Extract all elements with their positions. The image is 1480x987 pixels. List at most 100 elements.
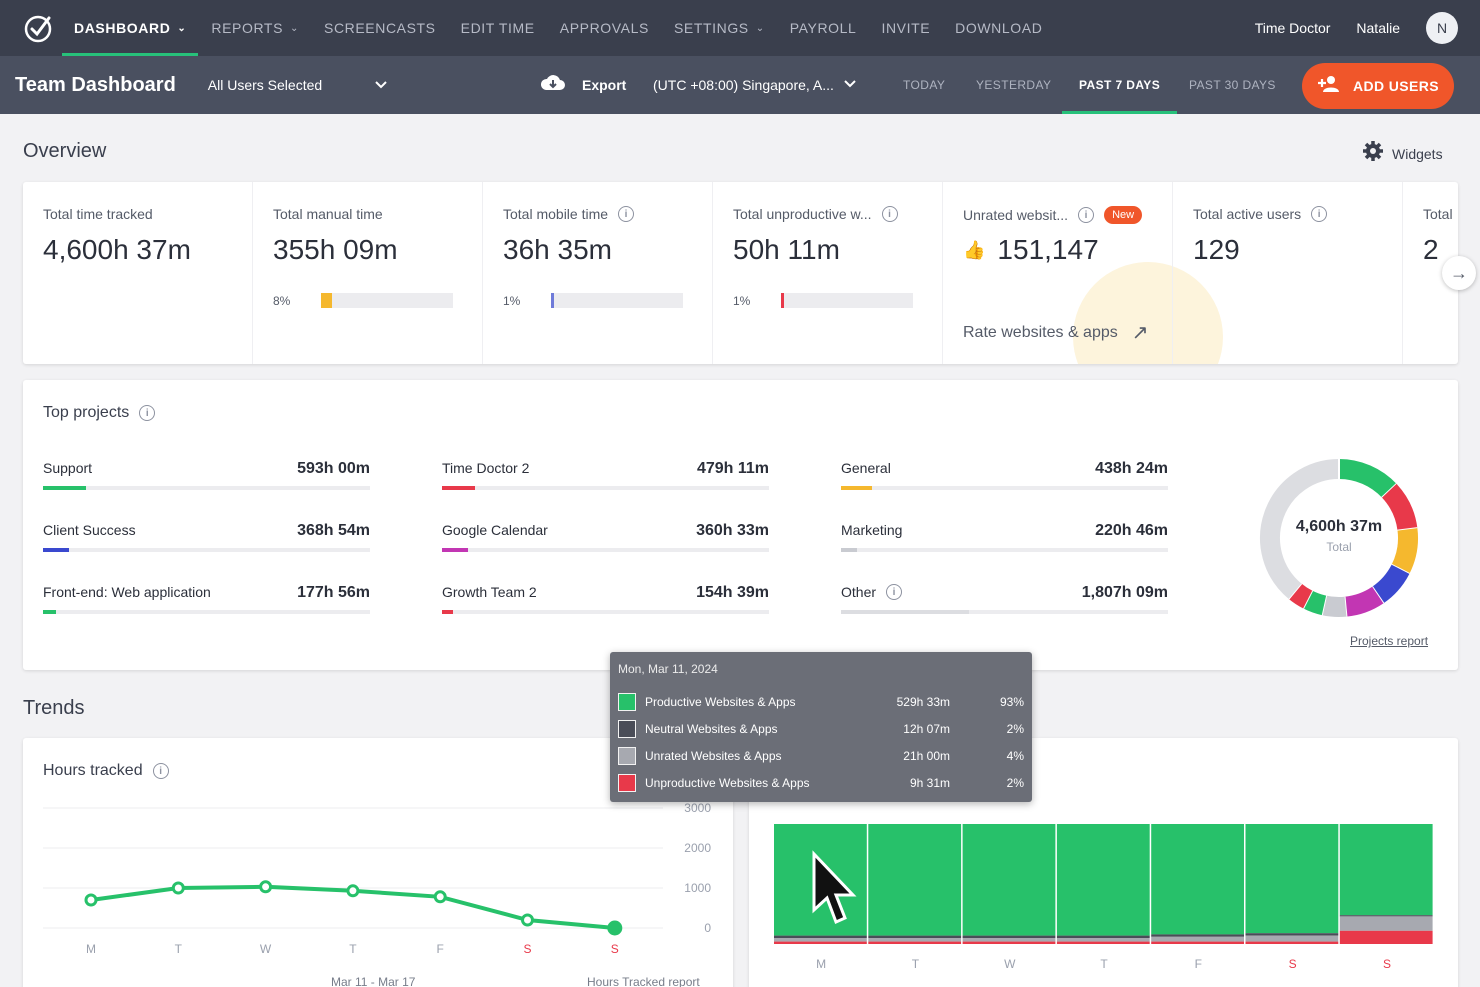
stacked-bar-segment[interactable] bbox=[1339, 915, 1433, 917]
info-icon[interactable]: i bbox=[152, 763, 169, 779]
project-item[interactable]: Front-end: Web application 177h 56m bbox=[43, 584, 370, 624]
nav-settings[interactable]: SETTINGS ⌄ bbox=[674, 0, 765, 56]
donut-slice[interactable] bbox=[1321, 595, 1347, 617]
info-icon[interactable]: i bbox=[618, 206, 635, 222]
line-point[interactable] bbox=[84, 893, 98, 907]
arrow-right-icon[interactable]: → bbox=[1442, 256, 1476, 290]
stacked-bar-segment[interactable] bbox=[1245, 824, 1339, 934]
line-point[interactable] bbox=[171, 881, 185, 895]
project-item[interactable]: Growth Team 2 154h 39m bbox=[442, 584, 769, 624]
donut-slice[interactable] bbox=[1303, 590, 1327, 616]
project-item[interactable]: Google Calendar 360h 33m bbox=[442, 522, 769, 562]
range-past-30-days[interactable]: PAST 30 DAYS bbox=[1189, 78, 1276, 92]
nav-screencasts[interactable]: SCREENCASTS bbox=[324, 0, 436, 56]
avatar[interactable]: N bbox=[1426, 12, 1458, 44]
export-button[interactable]: Export bbox=[540, 56, 626, 114]
info-icon[interactable]: i bbox=[139, 405, 156, 421]
donut-slice[interactable] bbox=[1391, 528, 1418, 574]
time-doctor-logo-icon[interactable] bbox=[22, 12, 54, 44]
stacked-bar-segment[interactable] bbox=[1339, 930, 1433, 944]
range-yesterday[interactable]: YESTERDAY bbox=[976, 78, 1052, 92]
info-icon[interactable]: i bbox=[881, 206, 898, 222]
stacked-bar-segment[interactable] bbox=[774, 938, 867, 942]
stat-card[interactable]: Total unproductive w... i 50h 11m 1% bbox=[713, 182, 943, 364]
stat-value: 4,600h 37m bbox=[43, 234, 191, 265]
stacked-bar-segment[interactable] bbox=[1151, 941, 1244, 944]
stacked-bar-segment[interactable] bbox=[962, 824, 1056, 936]
donut-slice[interactable] bbox=[1371, 564, 1410, 604]
stat-progress-bar bbox=[781, 293, 913, 308]
nav-label: EDIT TIME bbox=[460, 20, 535, 36]
stat-card[interactable]: Total mobile time i 36h 35m 1% bbox=[483, 182, 713, 364]
stacked-bar-segment[interactable] bbox=[868, 938, 962, 942]
user-name[interactable]: Natalie bbox=[1356, 20, 1400, 36]
donut-slice[interactable] bbox=[1260, 459, 1340, 599]
stacked-bar-segment[interactable] bbox=[1056, 941, 1150, 944]
stacked-bar-segment[interactable] bbox=[774, 941, 867, 944]
stat-card[interactable]: Total time tracked 4,600h 37m bbox=[23, 182, 253, 364]
donut-slice[interactable] bbox=[1288, 583, 1313, 609]
nav-invite[interactable]: INVITE bbox=[881, 0, 930, 56]
users-select[interactable]: All Users Selected bbox=[208, 77, 388, 93]
line-point[interactable] bbox=[521, 913, 534, 927]
stat-card[interactable]: Total manual time 355h 09m 8% bbox=[253, 182, 483, 364]
line-point[interactable] bbox=[259, 880, 273, 894]
stat-card[interactable]: Unrated websit... i New 👍 151,147 Rate websit… bbox=[943, 182, 1173, 364]
nav-download[interactable]: DOWNLOAD bbox=[955, 0, 1042, 56]
stat-label-text: Total active users bbox=[1193, 206, 1302, 222]
donut-slice[interactable] bbox=[1344, 586, 1384, 617]
stacked-bar-segment[interactable] bbox=[1151, 934, 1244, 937]
projects-report-link[interactable]: Projects report bbox=[1350, 634, 1429, 648]
widgets-button[interactable]: Widgets bbox=[1362, 140, 1443, 168]
project-item[interactable]: Other i 1,807h 09m bbox=[841, 584, 1168, 624]
project-value: 177h 56m bbox=[297, 584, 370, 601]
project-item[interactable]: Support 593h 00m bbox=[43, 460, 370, 500]
rate-websites-link[interactable]: Rate websites & apps ↗ bbox=[963, 320, 1149, 345]
donut-slice[interactable] bbox=[1381, 483, 1418, 532]
nav-edit-time[interactable]: EDIT TIME bbox=[461, 0, 535, 56]
hours-tracked-report-link[interactable]: Hours Tracked report bbox=[587, 975, 700, 987]
stacked-bar-segment[interactable] bbox=[1151, 824, 1244, 935]
project-item[interactable]: Time Doctor 2 479h 11m bbox=[442, 460, 769, 500]
stacked-bar-segment[interactable] bbox=[962, 938, 1056, 942]
stat-card[interactable]: Total active users i 129 bbox=[1173, 182, 1403, 364]
stacked-bar-segment[interactable] bbox=[1056, 938, 1150, 942]
line-point[interactable] bbox=[346, 884, 360, 898]
stacked-bar-segment[interactable] bbox=[1245, 935, 1339, 942]
project-item[interactable]: General 438h 24m bbox=[841, 460, 1168, 500]
stacked-bar-segment[interactable] bbox=[774, 935, 867, 938]
info-icon[interactable]: i bbox=[886, 584, 903, 600]
project-item[interactable]: Client Success 368h 54m bbox=[43, 522, 370, 562]
info-icon[interactable]: i bbox=[1078, 207, 1095, 223]
add-users-button[interactable]: ADD USERS bbox=[1302, 63, 1454, 109]
stacked-bar-segment[interactable] bbox=[1151, 936, 1244, 942]
stacked-bar-segment[interactable] bbox=[868, 935, 962, 938]
nav-approvals[interactable]: APPROVALS bbox=[560, 0, 649, 56]
stat-percent: 1% bbox=[503, 294, 521, 308]
range-past-7-days[interactable]: PAST 7 DAYS bbox=[1061, 56, 1178, 114]
stacked-bar-segment[interactable] bbox=[1245, 941, 1339, 944]
line-point[interactable] bbox=[433, 890, 447, 904]
project-bar bbox=[841, 610, 1168, 614]
company-name[interactable]: Time Doctor bbox=[1254, 20, 1331, 36]
stacked-bar-segment[interactable] bbox=[1339, 916, 1433, 931]
stacked-bar-segment[interactable] bbox=[962, 935, 1056, 938]
stacked-bar-segment[interactable] bbox=[1245, 933, 1339, 936]
stacked-bar-segment[interactable] bbox=[1056, 824, 1150, 936]
stacked-bar-segment[interactable] bbox=[868, 824, 962, 936]
timezone-select[interactable]: (UTC +08:00) Singapore, A... bbox=[653, 56, 856, 114]
project-item[interactable]: Marketing 220h 46m bbox=[841, 522, 1168, 562]
stacked-bar-segment[interactable] bbox=[868, 941, 962, 944]
nav-payroll[interactable]: PAYROLL bbox=[790, 0, 857, 56]
info-icon[interactable]: i bbox=[1311, 206, 1328, 222]
stacked-bar-segment[interactable] bbox=[1339, 824, 1433, 916]
line-point[interactable] bbox=[607, 920, 623, 936]
donut-slice[interactable] bbox=[1338, 459, 1397, 498]
stacked-bar-segment[interactable] bbox=[962, 941, 1056, 944]
stacked-bar-segment[interactable] bbox=[1056, 935, 1150, 938]
chevron-down-icon bbox=[844, 79, 856, 91]
stat-card[interactable]: Total 2 bbox=[1403, 182, 1458, 364]
nav-reports[interactable]: REPORTS ⌄ bbox=[211, 0, 299, 56]
range-today[interactable]: TODAY bbox=[903, 78, 946, 92]
nav-dashboard[interactable]: DASHBOARD ⌄ bbox=[61, 0, 199, 56]
